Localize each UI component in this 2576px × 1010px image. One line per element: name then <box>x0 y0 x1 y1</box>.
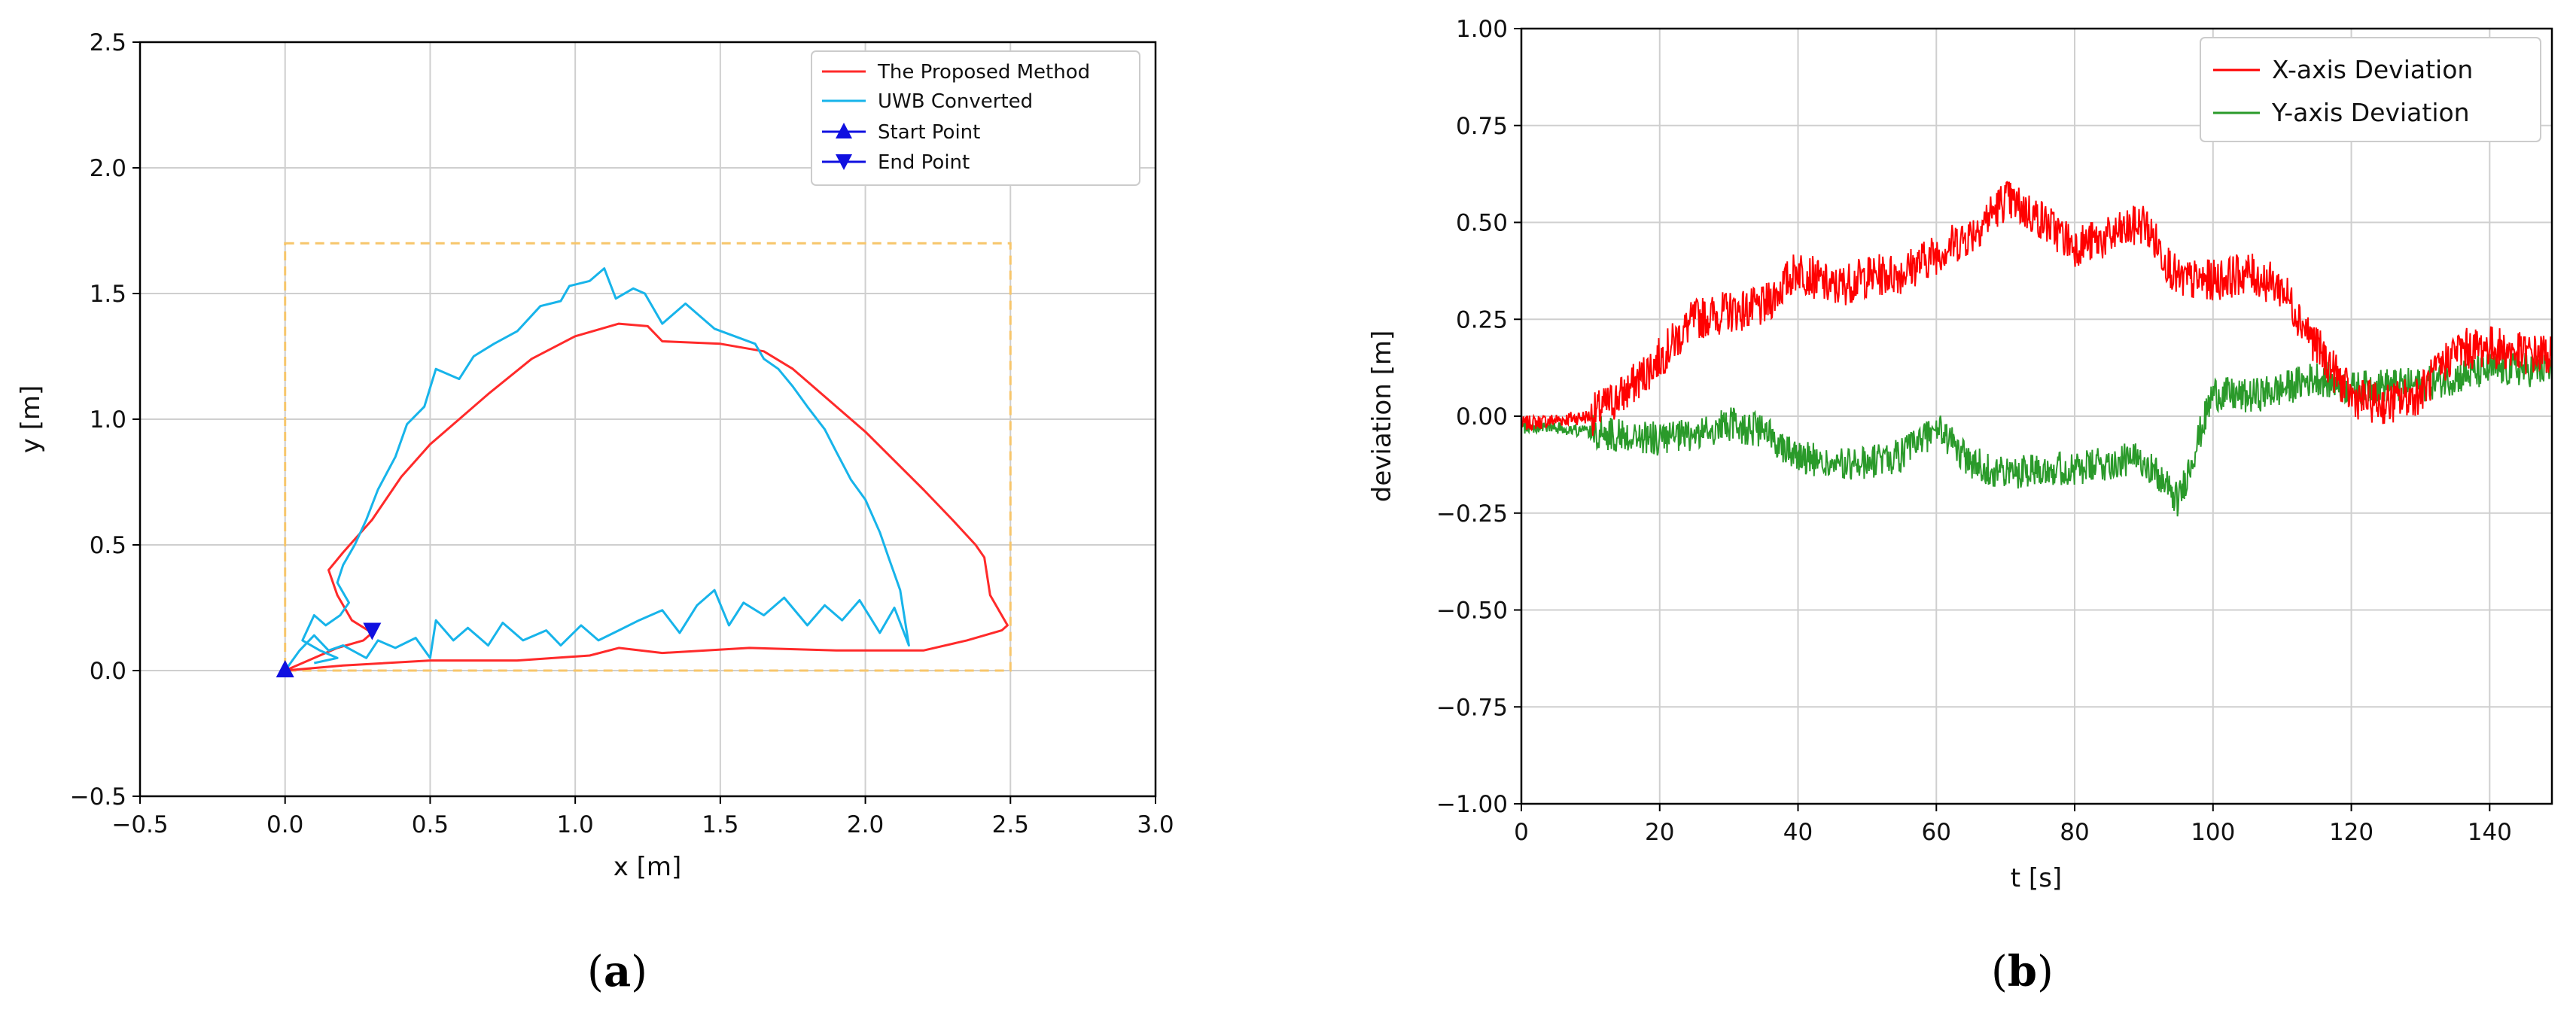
y-axis-label-a: y [m] <box>16 385 46 454</box>
series-line-x-deviation <box>1521 181 2553 437</box>
panel-label-a: (a) <box>587 947 647 996</box>
x-tick-label: 2.5 <box>992 811 1029 838</box>
y-tick-label: 0.50 <box>1456 210 1508 237</box>
grid-b <box>1521 28 2552 805</box>
boundary-rectangle <box>284 242 1012 672</box>
x-tick-label: 2.0 <box>847 811 884 838</box>
legend-start-marker-icon <box>836 123 852 138</box>
x-tick-label: 1.5 <box>702 811 738 838</box>
x-axis-label-a: x [m] <box>614 852 682 882</box>
y-tick-label: 0.75 <box>1456 113 1508 140</box>
y-tick-label: −0.50 <box>1436 598 1508 625</box>
start-point-marker <box>276 660 294 677</box>
ticks-a: −0.5 0.0 0.5 1.0 1.5 2.0 2.5 3.0 −0.5 0.0 0.5 1.0 1.… <box>70 29 1174 838</box>
x-tick-label: −0.5 <box>111 811 168 838</box>
y-tick-label: 2.5 <box>90 29 126 56</box>
y-tick-label: −0.5 <box>70 783 126 811</box>
x-tick-label: 0.0 <box>266 811 303 838</box>
x-tick-label: 0 <box>1514 819 1529 846</box>
x-tick-label: 120 <box>2329 819 2374 846</box>
legend-label-x-dev: X-axis Deviation <box>2272 55 2473 84</box>
legend-label-y-dev: Y-axis Deviation <box>2271 98 2470 127</box>
panel-label-b: (b) <box>1991 947 2054 996</box>
series-group-a <box>276 267 1009 677</box>
panel-letter-b: b <box>2008 947 2037 996</box>
x-tick-label: 20 <box>1645 819 1674 846</box>
legend-end-marker-icon <box>836 154 852 170</box>
legend-label-uwb: UWB Converted <box>878 90 1033 113</box>
x-axis-label-b: t [s] <box>2011 863 2062 893</box>
series-line-proposed-method <box>285 322 1009 672</box>
y-tick-label: 1.0 <box>90 406 126 434</box>
y-tick-label: 2.0 <box>90 155 126 182</box>
y-axis-label-b: deviation [m] <box>1367 330 1397 503</box>
y-tick-label: 0.0 <box>90 658 126 685</box>
y-tick-label: −1.00 <box>1436 791 1508 818</box>
y-tick-label: 0.00 <box>1456 403 1508 430</box>
x-tick-label: 0.5 <box>412 811 449 838</box>
x-tick-label: 3.0 <box>1137 811 1174 838</box>
ticks-b: 0 20 40 60 80 100 120 140 −1.00 −0.75 −0.50 −0.25 0.… <box>1436 16 2512 846</box>
x-tick-label: 1.0 <box>556 811 593 838</box>
y-tick-label: −0.25 <box>1436 500 1508 528</box>
y-tick-label: 0.25 <box>1456 306 1508 333</box>
series-line-y-deviation <box>1521 352 2553 517</box>
series-group-b <box>1521 181 2553 517</box>
x-tick-label: 80 <box>2060 819 2089 846</box>
legend-label-start: Start Point <box>878 121 980 144</box>
x-tick-label: 100 <box>2191 819 2235 846</box>
legend-label-proposed: The Proposed Method <box>877 61 1090 84</box>
series-line-uwb-converted <box>284 267 910 671</box>
x-tick-label: 60 <box>1922 819 1951 846</box>
y-tick-label: −0.75 <box>1436 694 1508 721</box>
chart-panel-a: −0.5 0.0 0.5 1.0 1.5 2.0 2.5 3.0 −0.5 0.0 0.5 1.0 1.… <box>16 29 1174 996</box>
x-tick-label: 140 <box>2468 819 2512 846</box>
legend-b: X-axis Deviation Y-axis Deviation <box>2200 37 2541 142</box>
end-point-marker <box>363 622 382 640</box>
y-tick-label: 1.00 <box>1456 16 1508 43</box>
legend-label-end: End Point <box>878 151 970 174</box>
y-tick-label: 1.5 <box>90 281 126 308</box>
y-tick-label: 0.5 <box>90 532 126 559</box>
x-tick-label: 40 <box>1783 819 1813 846</box>
chart-panel-b: 0 20 40 60 80 100 120 140 −1.00 −0.75 −0.50 −0.25 0.… <box>1367 16 2553 996</box>
panel-letter-a: a <box>604 947 631 996</box>
legend-a: The Proposed Method UWB Converted Start … <box>811 50 1140 186</box>
